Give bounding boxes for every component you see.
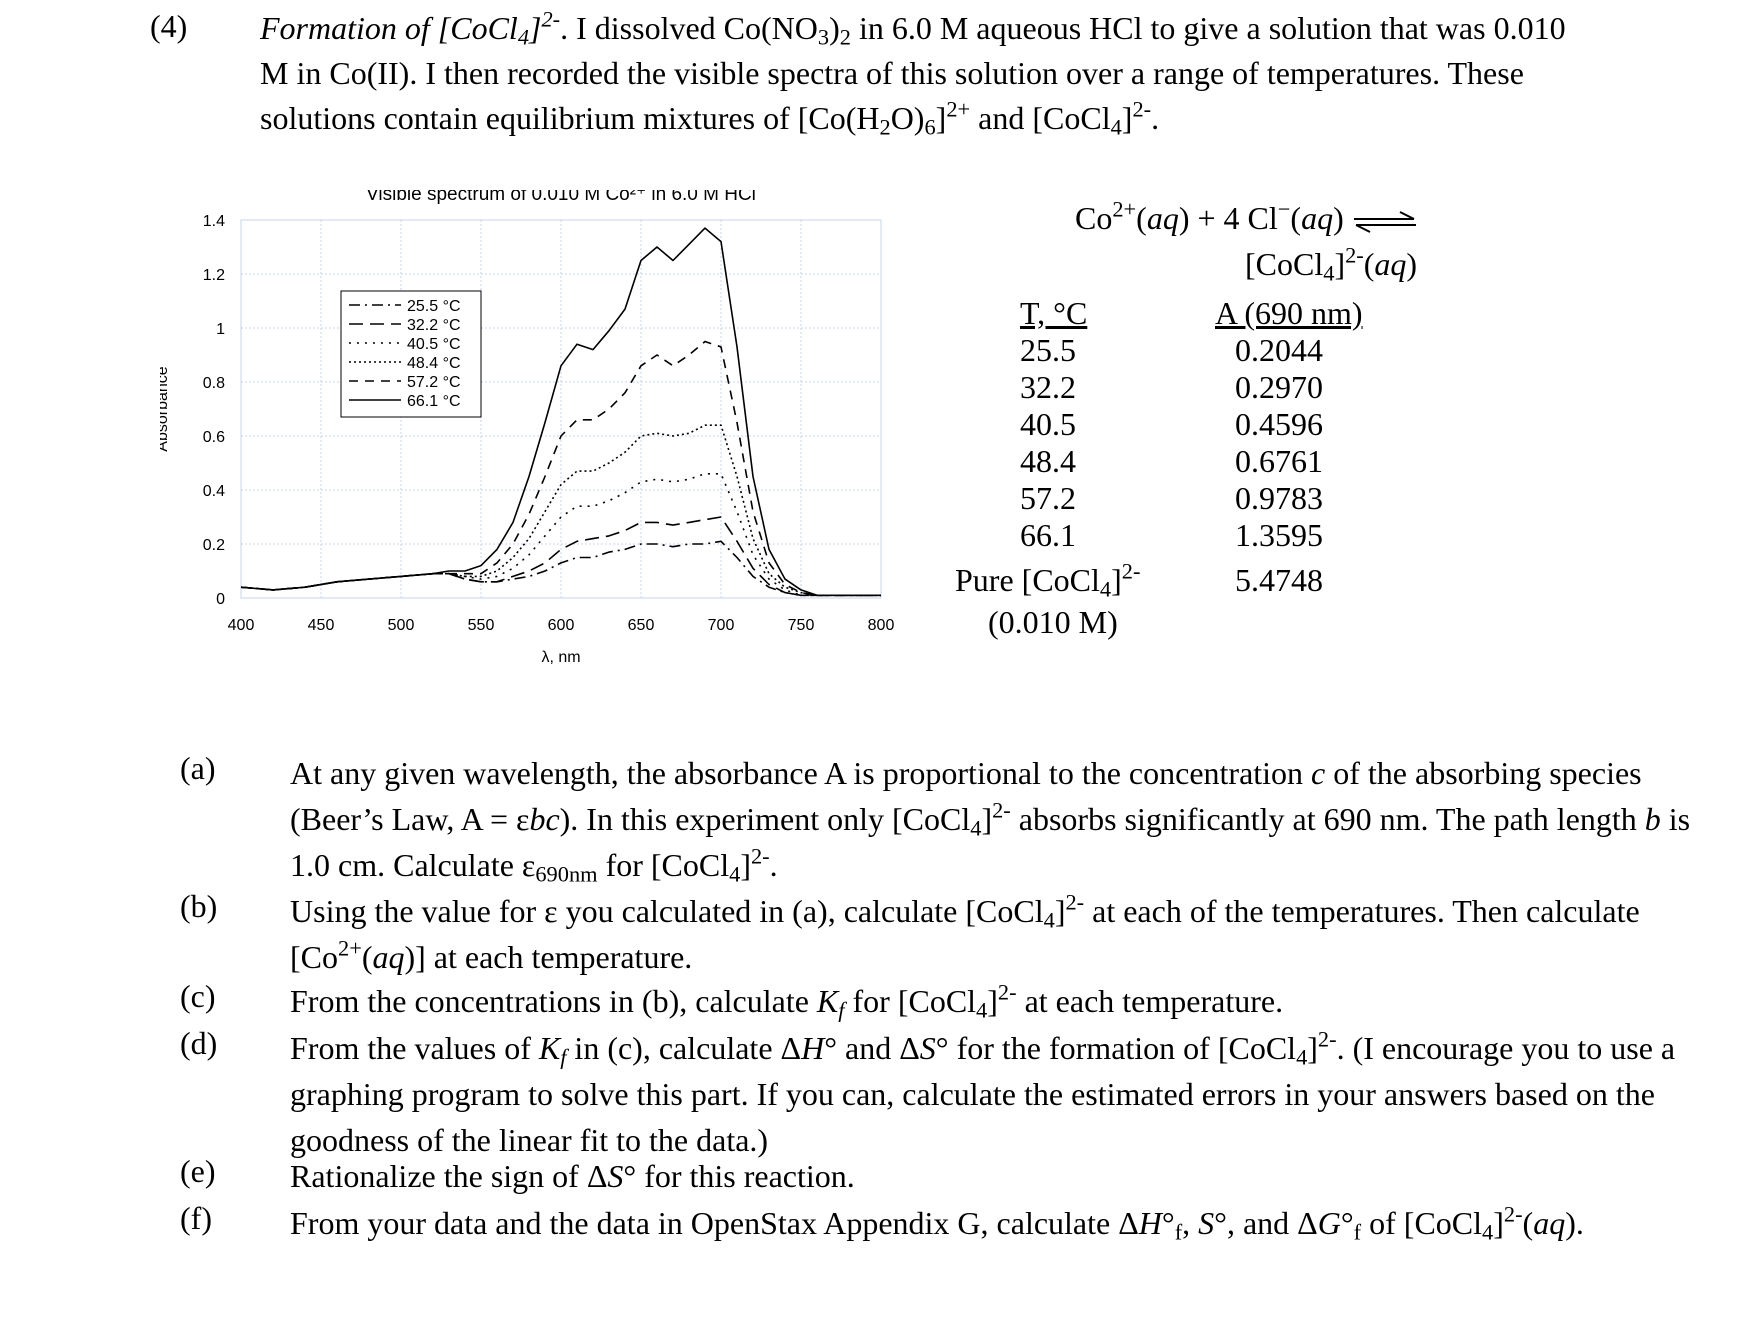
table-cell-absorbance: 0.9783 — [1235, 480, 1323, 516]
y-tick-label: 0.6 — [203, 429, 225, 446]
y-tick-label: 1.4 — [203, 213, 225, 230]
question-b-text: Using the value for ε you calculated in … — [290, 889, 1640, 975]
legend-label: 48.4 °C — [407, 355, 461, 372]
y-tick-label: 0.4 — [203, 483, 225, 500]
x-tick-label: 650 — [628, 617, 655, 634]
x-tick-label: 550 — [468, 617, 495, 634]
equation-line-1: Co2+(aq) + 4 Cl−(aq) — [1075, 195, 1418, 241]
problem-intro: Formation of [CoCl4]2-. I dissolved Co(N… — [260, 6, 1566, 140]
y-tick-label: 0.8 — [203, 375, 225, 392]
question-a-label: (a) — [180, 750, 216, 786]
table-header-temperature: T, °C — [1020, 295, 1088, 331]
y-tick-label: 0.2 — [203, 537, 225, 554]
table-header-absorbance: A (690 nm) — [1215, 295, 1363, 331]
legend-label: 32.2 °C — [407, 317, 461, 334]
series-line — [240, 227, 881, 597]
y-axis-label: Absorbance — [160, 366, 171, 451]
equation-line-2: [CoCl4]2-(aq) — [1245, 242, 1418, 286]
x-tick-label: 500 — [388, 617, 415, 634]
y-tick-label: 1 — [216, 321, 225, 338]
x-tick-label: 450 — [308, 617, 335, 634]
x-tick-label: 750 — [788, 617, 815, 634]
question-d-text: From the values of Kf in (c), calculate … — [290, 1026, 1676, 1158]
table-cell-temperature: 25.5 — [1020, 332, 1076, 368]
legend-label: 66.1 °C — [407, 393, 461, 410]
question-a-text: At any given wavelength, the absorbance … — [290, 755, 1691, 887]
x-axis-label: λ, nm — [541, 649, 580, 666]
question-e-label: (e) — [180, 1153, 216, 1189]
x-tick-label: 800 — [868, 617, 895, 634]
legend-label: 25.5 °C — [407, 298, 461, 315]
y-tick-label: 0 — [216, 591, 225, 608]
question-b-label: (b) — [180, 888, 218, 924]
chart-title: Visible spectrum of 0.010 M Co²⁺ in 6.0 … — [366, 190, 756, 205]
table-cell-absorbance: 1.3595 — [1235, 517, 1323, 553]
table-cell-temperature: 48.4 — [1020, 443, 1076, 479]
question-f-label: (f) — [180, 1200, 212, 1236]
plot-frame — [240, 219, 882, 599]
equilibrium-arrow-icon — [1353, 210, 1416, 233]
table-cell-absorbance: 0.2970 — [1235, 369, 1323, 405]
table-pure-concentration: (0.010 M) — [988, 604, 1118, 640]
table-cell-absorbance: 0.4596 — [1235, 406, 1323, 442]
table-pure-label: Pure [CoCl4]2- — [955, 558, 1141, 602]
question-c-text: From the concentrations in (b), calculat… — [290, 979, 1284, 1023]
table-cell-temperature: 32.2 — [1020, 369, 1076, 405]
problem-number: (4) — [150, 8, 188, 44]
table-cell-absorbance: 0.6761 — [1235, 443, 1323, 479]
x-tick-label: 400 — [228, 617, 255, 634]
table-pure-absorbance: 5.4748 — [1235, 562, 1323, 598]
question-e-text: Rationalize the sign of ΔS° for this rea… — [290, 1158, 855, 1194]
question-c-label: (c) — [180, 978, 216, 1014]
table-cell-absorbance: 0.2044 — [1235, 332, 1323, 368]
legend-box — [340, 290, 482, 418]
x-tick-label: 700 — [708, 617, 735, 634]
table-cell-temperature: 66.1 — [1020, 517, 1076, 553]
table-cell-temperature: 40.5 — [1020, 406, 1076, 442]
question-d-label: (d) — [180, 1025, 218, 1061]
legend-label: 57.2 °C — [407, 374, 461, 391]
spectrum-chart: 400 450 500 550 600 650 700 750 800 0 0.2 0.4 0.6 0.8… — [160, 190, 1010, 750]
intro-title: Formation of [CoCl4]2- — [260, 6, 561, 50]
equilibrium-equation: Co2+(aq) + 4 Cl−(aq) [CoCl4]2-(aq) — [1075, 195, 1418, 287]
legend-label: 40.5 °C — [407, 336, 461, 353]
table-cell-temperature: 57.2 — [1020, 480, 1076, 516]
spectrum-chart-svg: 400 450 500 550 600 650 700 750 800 0 0.2 0.4 0.6 0.8… — [160, 190, 895, 666]
x-tick-label: 600 — [548, 617, 575, 634]
y-tick-label: 1.2 — [203, 267, 225, 284]
question-f-text: From your data and the data in OpenStax … — [290, 1201, 1584, 1245]
